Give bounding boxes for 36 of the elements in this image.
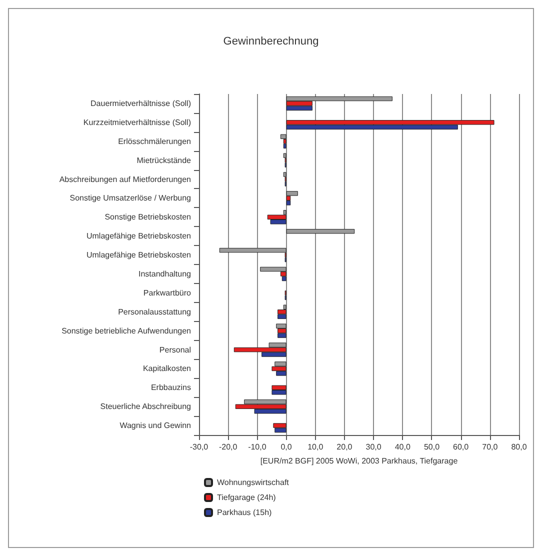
x-tick-label: 20,0 — [336, 442, 353, 452]
x-tick-label: 80,0 — [511, 442, 528, 452]
legend-label: Parkhaus (15h) — [217, 508, 272, 517]
x-tick-label: 50,0 — [424, 442, 440, 452]
x-tick-label: -20,0 — [218, 442, 238, 452]
y-tick-label: Mietrückstände — [136, 156, 192, 165]
x-tick-label: 30,0 — [366, 442, 382, 452]
y-tick-label: Kurzzeitmietverhältnisse (Soll) — [83, 118, 192, 127]
x-tick-label: 70,0 — [482, 442, 498, 452]
y-tick-label: Instandhaltung — [138, 269, 191, 278]
x-axis-title: [EUR/m2 BGF] 2005 WoWi, 2003 Parkhaus, Tiefgarage — [260, 456, 458, 466]
y-tick-label: Personal — [159, 345, 192, 354]
y-tick-label: Umlagefähige Betriebskosten — [86, 250, 191, 260]
x-tick-label: 60,0 — [453, 442, 470, 452]
y-tick-label: Sonstige Betriebskosten — [104, 212, 191, 222]
legend-label: Wohnungswirtschaft — [217, 478, 290, 487]
bar — [286, 228, 355, 234]
y-tick-label: Wagnis und Gewinn — [120, 421, 191, 430]
y-tick-label: Kapitalkosten — [142, 364, 191, 374]
y-tick-label: Erbbauzins — [150, 383, 191, 392]
y-tick-label: Erlösschmälerungen — [118, 136, 191, 146]
x-tick-label: 40,0 — [394, 442, 411, 452]
x-tick-label: 10,0 — [308, 442, 324, 452]
chart-title: Gewinnberechnung — [223, 36, 319, 48]
y-tick-label: Abschreibungen auf Mietforderungen — [59, 174, 191, 184]
y-tick-label: Umlagefähige Betriebskosten — [86, 232, 191, 241]
legend-label: Tiefgarage (24h) — [217, 493, 276, 502]
y-tick-label: Parkwartbüro — [143, 288, 192, 298]
y-tick-label: Steuerliche Abschreibung — [100, 402, 191, 412]
x-tick-label: 0,0 — [280, 442, 292, 452]
y-tick-label: Sonstige Umsatzerlöse / Werbung — [70, 194, 191, 203]
y-tick-label: Dauermietverhältnisse (Soll) — [90, 98, 192, 108]
y-tick-label: Personalausstattung — [118, 307, 191, 316]
x-tick-label: -30,0 — [190, 442, 209, 452]
x-tick-label: -10,0 — [248, 442, 267, 452]
y-tick-label: Sonstige betriebliche Aufwendungen — [62, 326, 191, 336]
